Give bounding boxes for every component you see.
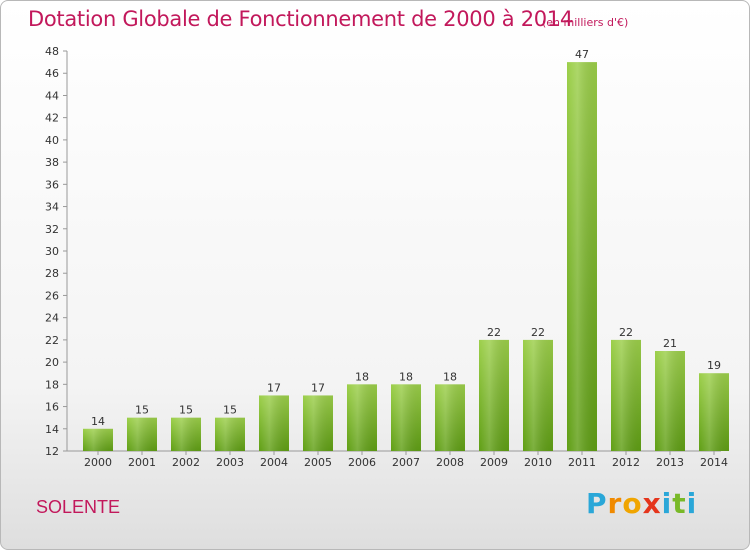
bar-value-label: 22	[619, 326, 633, 339]
logo-letter: t	[672, 487, 687, 520]
x-tick-label: 2009	[480, 456, 508, 469]
x-tick-label: 2002	[172, 456, 200, 469]
bars-group: 14 15 15 15 17 17 18 18 18 22 22 47 22 21 19	[83, 48, 729, 451]
y-tick-label: 42	[45, 112, 59, 125]
logo-letter: i	[686, 487, 698, 520]
y-tick-label: 18	[45, 378, 59, 391]
bar-highlight	[303, 395, 333, 451]
bar-highlight	[171, 417, 201, 451]
bar-value-label: 15	[223, 404, 237, 417]
x-tick-label: 2001	[128, 456, 156, 469]
x-tick-label: 2004	[260, 456, 288, 469]
y-tick-label: 32	[45, 223, 59, 236]
chart-title: Dotation Globale de Fonctionnement de 20…	[28, 7, 573, 31]
bar-highlight	[479, 339, 509, 451]
y-tick-label: 14	[45, 423, 59, 436]
bar-highlight	[347, 384, 377, 451]
bar-highlight	[611, 339, 641, 451]
bar-value-label: 19	[707, 359, 721, 372]
logo-letter: i	[661, 487, 673, 520]
y-tick-label: 24	[45, 312, 59, 325]
bar-highlight	[215, 417, 245, 451]
y-tick-label: 22	[45, 334, 59, 347]
y-tick-label: 28	[45, 267, 59, 280]
y-tick-label: 12	[45, 445, 59, 458]
bar-value-label: 15	[135, 404, 149, 417]
x-labels-group: 2000 2001 2002 2003 2004 2005 2006 2007 2008 2009…	[84, 451, 728, 469]
x-tick-label: 2008	[436, 456, 464, 469]
proxiti-logo: Proxiti	[586, 487, 697, 520]
y-tick-label: 46	[45, 67, 59, 80]
y-tick-label: 48	[45, 45, 59, 58]
x-tick-label: 2003	[216, 456, 244, 469]
x-tick-label: 2011	[568, 456, 596, 469]
y-tick-label: 16	[45, 401, 59, 414]
x-tick-label: 2012	[612, 456, 640, 469]
y-ticks-group: 12 14 16 18 20 22 24 26 28 30 32 34 36 38 40 42 44 46 48	[45, 45, 67, 458]
y-tick-label: 30	[45, 245, 59, 258]
y-tick-label: 44	[45, 89, 59, 102]
x-tick-label: 2005	[304, 456, 332, 469]
bar-value-label: 21	[663, 337, 677, 350]
logo-letter: P	[586, 487, 608, 520]
bar-value-label: 22	[487, 326, 501, 339]
bar-value-label: 22	[531, 326, 545, 339]
bar-highlight	[83, 428, 113, 451]
bar-value-label: 18	[443, 370, 457, 383]
bar-value-label: 18	[399, 370, 413, 383]
y-tick-label: 36	[45, 178, 59, 191]
y-tick-label: 34	[45, 201, 59, 214]
bar-value-label: 17	[267, 381, 281, 394]
bar-value-label: 17	[311, 381, 325, 394]
bar-highlight	[523, 339, 553, 451]
x-tick-label: 2010	[524, 456, 552, 469]
chart-subtitle: (en milliers d'€)	[542, 16, 629, 29]
bar-highlight	[655, 351, 685, 451]
y-tick-label: 26	[45, 289, 59, 302]
logo-letter: o	[622, 487, 643, 520]
x-tick-label: 2014	[700, 456, 728, 469]
bar-highlight	[391, 384, 421, 451]
bar-value-label: 47	[575, 48, 589, 61]
x-tick-label: 2007	[392, 456, 420, 469]
bar-value-label: 18	[355, 370, 369, 383]
y-tick-label: 40	[45, 134, 59, 147]
bar-value-label: 14	[91, 415, 105, 428]
bar-highlight	[435, 384, 465, 451]
x-tick-label: 2006	[348, 456, 376, 469]
bar-highlight	[127, 417, 157, 451]
bar-value-label: 15	[179, 404, 193, 417]
logo-letter: r	[607, 487, 623, 520]
x-tick-label: 2000	[84, 456, 112, 469]
commune-name: SOLENTE	[36, 497, 121, 517]
y-tick-label: 38	[45, 156, 59, 169]
logo-letter: x	[642, 487, 662, 520]
bar-highlight	[259, 395, 289, 451]
y-tick-label: 20	[45, 356, 59, 369]
bar-highlight	[567, 62, 597, 451]
x-tick-label: 2013	[656, 456, 684, 469]
bar-highlight	[699, 373, 729, 451]
